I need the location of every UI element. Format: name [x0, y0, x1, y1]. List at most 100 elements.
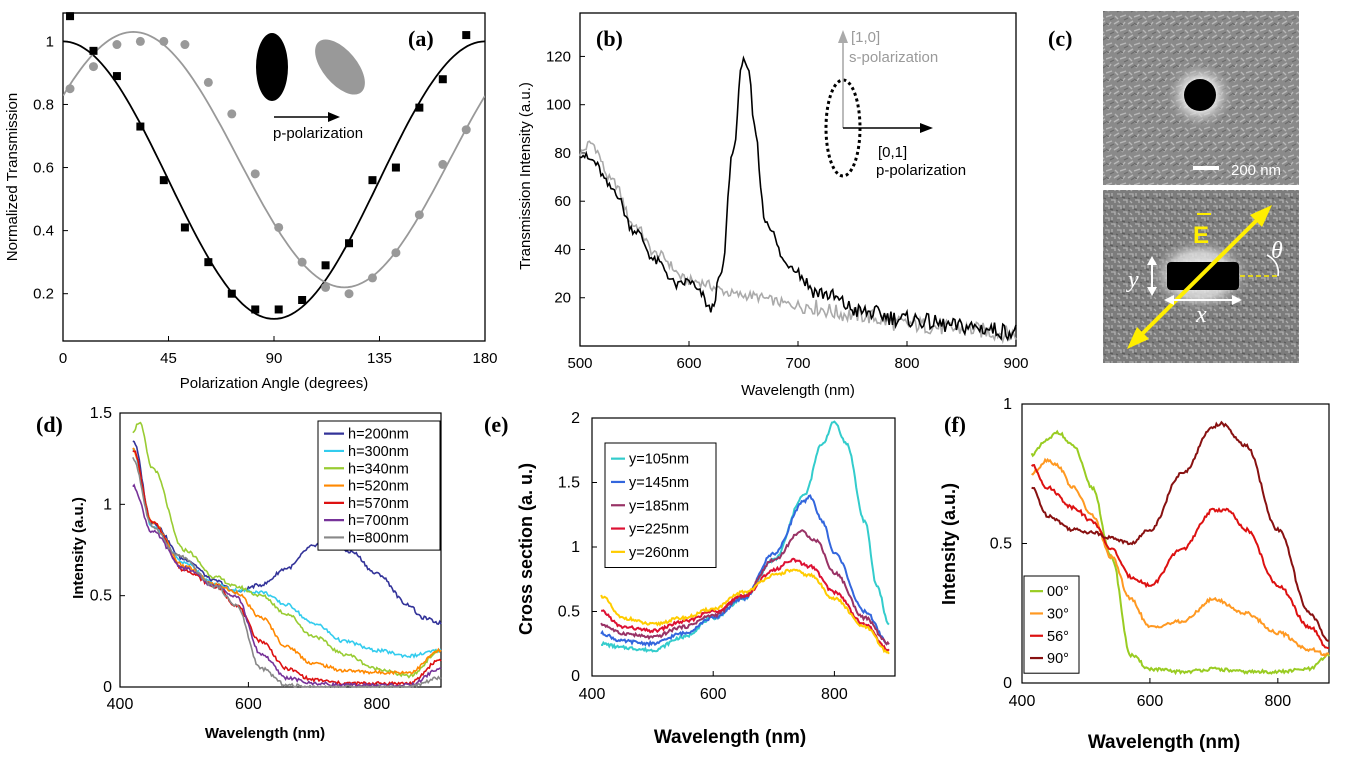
- panel-e: 400 600 800 0 0.5 1 1.5 2 y=105nm y=145nm y=185nm…: [484, 410, 896, 748]
- y-tick-label-f: 0: [1003, 675, 1012, 692]
- y-tick-label-f: 0.5: [990, 536, 1012, 553]
- x-tick-label-b: 900: [1003, 355, 1028, 372]
- theta-symbol: θ: [1271, 238, 1283, 264]
- ticks-d: 400 600 800 0 0.5 1 1.5: [90, 405, 390, 713]
- gray-ellipse-icon: [315, 39, 365, 95]
- data-point-circle: [65, 84, 75, 94]
- series-line-d-1: [132, 447, 442, 659]
- y-tick-label-a: 1: [46, 33, 54, 50]
- x-tick-label-a: 180: [472, 350, 497, 367]
- legend-entry: y=185nm: [629, 498, 689, 514]
- panel-label-a: (a): [408, 26, 434, 51]
- data-point-square: [415, 103, 424, 112]
- series-line-d-2: [132, 421, 441, 679]
- ticks-b: 500 600 700 800 900 20 40 60 80 100 120: [546, 48, 1029, 372]
- x-tick-label-d: 400: [107, 696, 134, 713]
- ticks-a: 0 45 90 135 180 0.2 0.4 0.6 0.8 1: [33, 33, 497, 367]
- p-arrow-icon-b: [843, 123, 933, 133]
- y-axis-label-f: Intensity (a.u.): [939, 483, 959, 605]
- panel-a: 0 45 90 135 180 0.2 0.4 0.6 0.8 1 (a) p-polarizat…: [4, 12, 498, 392]
- p-dir-label: [0,1]: [878, 144, 907, 161]
- x-tick-label-a: 45: [160, 350, 177, 367]
- x-tick-label-b: 600: [676, 355, 701, 372]
- series-f: [1030, 420, 1330, 676]
- data-point-square: [391, 163, 400, 172]
- x-tick-label-b: 800: [894, 355, 919, 372]
- y-tick-label-d: 1: [103, 496, 112, 513]
- y-tick-label-b: 120: [546, 48, 571, 65]
- x-symbol: x: [1195, 302, 1207, 328]
- s-arrow-icon: [838, 30, 848, 128]
- y-tick-label-b: 80: [554, 145, 571, 162]
- series-line-d-3: [132, 447, 442, 676]
- y-symbol: y: [1126, 267, 1139, 293]
- x-tick-label-e: 600: [700, 686, 727, 703]
- series-a: [63, 12, 485, 320]
- data-point-square: [204, 258, 213, 267]
- x-dim-arrow-icon: [1164, 295, 1242, 305]
- legend-entry: h=340nm: [348, 461, 409, 477]
- data-point-circle: [112, 40, 122, 50]
- x-tick-label-f: 600: [1137, 693, 1164, 710]
- y-axis-label-e: Cross section (a. u.): [516, 463, 536, 635]
- data-point-circle: [367, 273, 377, 283]
- panel-label-e: (e): [484, 412, 508, 437]
- x-tick-label-d: 600: [235, 696, 262, 713]
- data-point-circle: [135, 36, 145, 46]
- legend-entry: h=520nm: [348, 479, 409, 495]
- series-b: [579, 55, 1017, 345]
- y-tick-label-a: 0.8: [33, 96, 54, 113]
- y-tick-label-a: 0.4: [33, 223, 54, 240]
- series-line-f-3: [1031, 420, 1329, 642]
- data-point-circle: [274, 222, 284, 232]
- x-tick-label-a: 90: [266, 350, 283, 367]
- panel-label-f: (f): [944, 412, 966, 437]
- y-tick-label-e: 2: [571, 410, 580, 427]
- x-tick-label-a: 0: [59, 350, 67, 367]
- data-point-circle: [227, 109, 237, 119]
- annotation-a: p-polarization: [273, 125, 363, 142]
- x-tick-label-b: 700: [785, 355, 810, 372]
- y-axis-label-a: Normalized Transmission: [4, 93, 21, 261]
- data-point-circle: [88, 62, 98, 72]
- data-point-circle: [321, 282, 331, 292]
- y-tick-label-e: 1.5: [558, 475, 580, 492]
- x-tick-label-f: 400: [1009, 693, 1036, 710]
- series-line-d-5: [132, 483, 442, 689]
- y-tick-label-b: 60: [554, 193, 571, 210]
- e-field-arrow-icon: [1127, 205, 1272, 349]
- data-point-square: [66, 12, 75, 21]
- scale-bar-label: 200 nm: [1231, 162, 1281, 179]
- y-axis-label-d: Intensity (a.u.): [70, 497, 87, 599]
- sem-image-top: 200 nm: [1103, 11, 1299, 185]
- fit-line-black-fit: [63, 40, 485, 320]
- data-point-circle: [414, 210, 424, 220]
- series-line-f-2: [1031, 464, 1330, 650]
- legend-entry: h=800nm: [348, 530, 409, 546]
- data-point-circle: [344, 289, 354, 299]
- data-point-circle: [180, 40, 190, 50]
- scale-bar: [1193, 166, 1219, 170]
- x-axis-label-a: Polarization Angle (degrees): [180, 375, 368, 392]
- y-tick-label-d: 0.5: [90, 588, 112, 605]
- ticks-e: 400 600 800 0 0.5 1 1.5 2: [558, 410, 848, 703]
- legend-entry: 30°: [1047, 606, 1069, 622]
- fit-line-gray-fit: [63, 30, 485, 289]
- data-point-square: [274, 305, 283, 314]
- legend-e: y=105nm y=145nm y=185nm y=225nm y=260nm: [604, 442, 717, 568]
- x-tick-label-e: 800: [821, 686, 848, 703]
- axes-frame-d: [119, 412, 442, 688]
- data-point-square: [180, 223, 189, 232]
- series-line-e-3: [601, 557, 890, 653]
- x-axis-label-d: Wavelength (nm): [205, 725, 325, 742]
- data-point-square: [159, 176, 168, 185]
- legend-entry: y=105nm: [629, 452, 689, 468]
- series-line-d-6: [132, 456, 442, 689]
- y-tick-label-f: 1: [1003, 396, 1012, 413]
- y-dim-arrow-icon: [1147, 256, 1157, 296]
- legend-entry: 00°: [1047, 584, 1069, 600]
- series-line-f-1: [1031, 457, 1330, 658]
- s-pol-label: s-polarization: [849, 49, 938, 66]
